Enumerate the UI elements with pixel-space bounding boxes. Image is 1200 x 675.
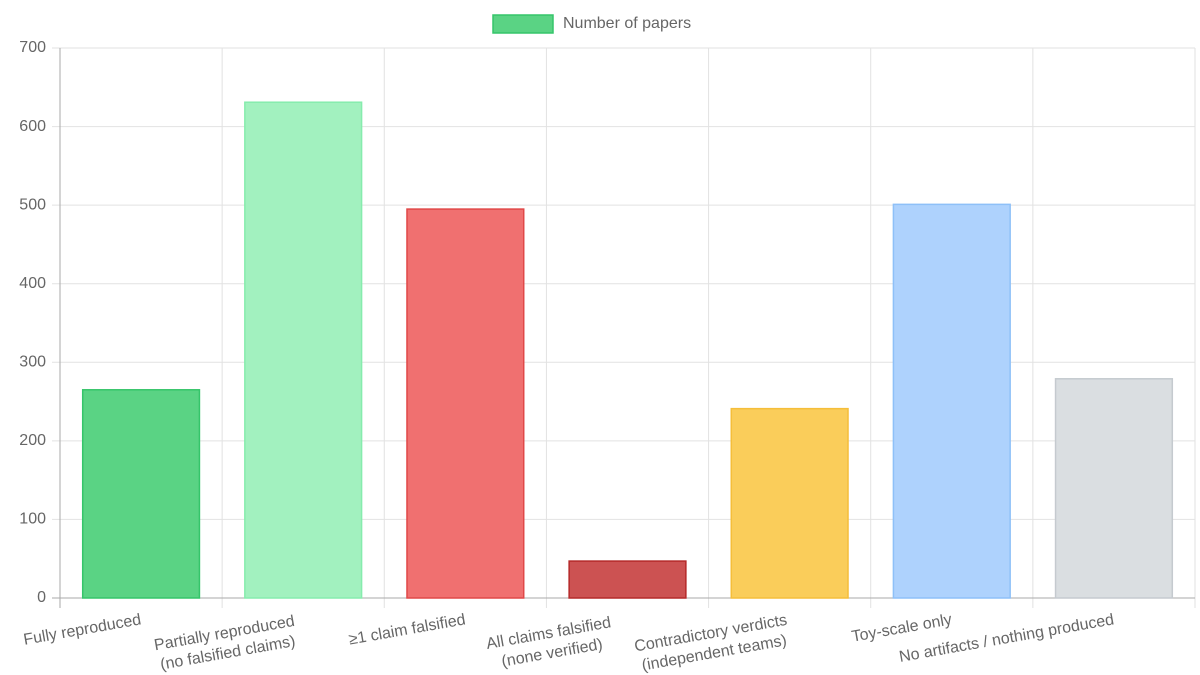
bar (568, 560, 687, 599)
bar (244, 101, 363, 599)
bar (406, 208, 525, 599)
y-tick-label: 200 (19, 432, 46, 449)
bar (892, 203, 1011, 599)
x-tick-label-group: ≥1 claim falsified (347, 611, 466, 648)
y-tick-label: 700 (19, 39, 46, 56)
bar (81, 389, 201, 599)
x-tick-label: Fully reproduced (22, 611, 142, 648)
y-tick-label: 500 (19, 196, 46, 213)
y-tick-label: 600 (19, 118, 46, 135)
x-tick-label: ≥1 claim falsified (347, 611, 466, 648)
y-tick-label: 100 (19, 511, 46, 528)
bar (1054, 378, 1174, 599)
x-tick-label-group: Fully reproduced (22, 611, 142, 648)
legend-label: Number of papers (563, 15, 691, 32)
x-tick-label-group: All claims falsified(none verified) (485, 614, 612, 670)
x-tick-label-group: Partially reproduced(no falsified claims… (153, 613, 297, 674)
y-tick-label: 400 (19, 275, 46, 292)
x-tick-label-group: Contradictory verdicts(independent teams… (633, 612, 788, 675)
x-tick-label-group: Toy-scale only (850, 611, 953, 645)
y-tick-label: 300 (19, 354, 46, 371)
x-tick-label: Toy-scale only (850, 611, 953, 645)
bar (730, 407, 849, 599)
y-tick-label: 0 (37, 589, 46, 606)
legend-swatch (492, 14, 554, 34)
